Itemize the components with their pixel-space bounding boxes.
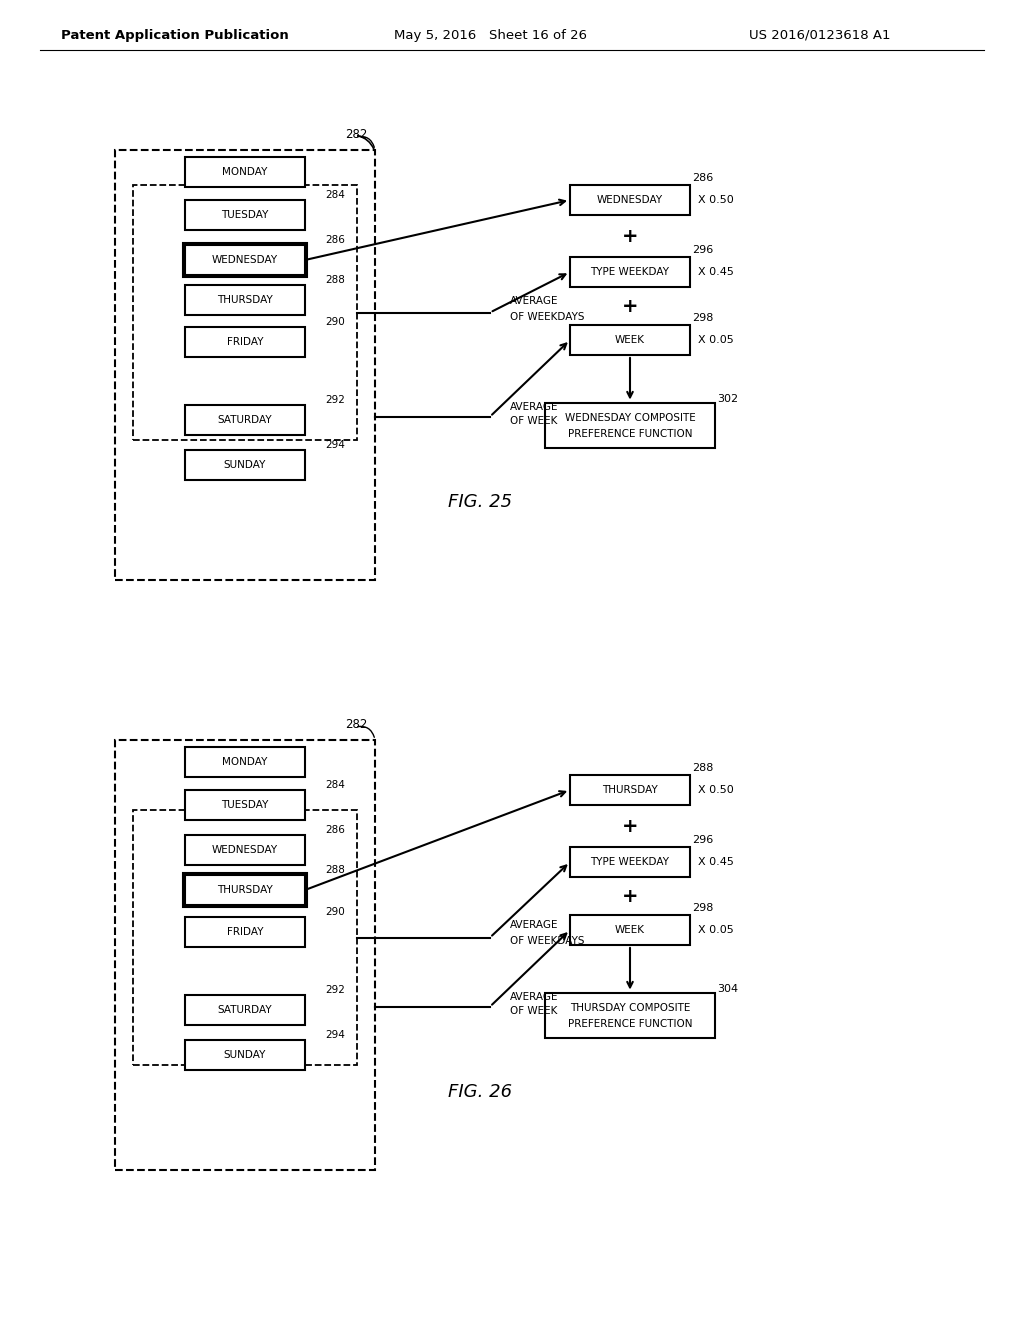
FancyBboxPatch shape	[183, 873, 307, 907]
Text: PREFERENCE FUNCTION: PREFERENCE FUNCTION	[567, 429, 692, 440]
Text: 288: 288	[325, 865, 345, 875]
FancyBboxPatch shape	[570, 847, 690, 876]
Text: +: +	[622, 887, 638, 906]
Text: Patent Application Publication: Patent Application Publication	[61, 29, 289, 41]
FancyBboxPatch shape	[545, 403, 715, 447]
Text: FIG. 26: FIG. 26	[447, 1082, 512, 1101]
FancyBboxPatch shape	[183, 243, 307, 277]
Text: 304: 304	[717, 985, 738, 994]
FancyBboxPatch shape	[570, 775, 690, 805]
Text: THURSDAY: THURSDAY	[602, 785, 657, 795]
Text: 302: 302	[717, 395, 738, 404]
Text: X 0.45: X 0.45	[698, 267, 734, 277]
Text: WEEK: WEEK	[615, 335, 645, 345]
Text: 282: 282	[345, 128, 368, 141]
Text: SATURDAY: SATURDAY	[218, 1005, 272, 1015]
FancyBboxPatch shape	[185, 405, 305, 436]
Text: OF WEEK: OF WEEK	[510, 1006, 557, 1015]
FancyBboxPatch shape	[185, 327, 305, 356]
FancyBboxPatch shape	[185, 747, 305, 777]
Text: AVERAGE: AVERAGE	[510, 920, 558, 931]
FancyBboxPatch shape	[185, 157, 305, 187]
FancyBboxPatch shape	[185, 450, 305, 480]
Text: 294: 294	[325, 1030, 345, 1040]
Text: X 0.05: X 0.05	[698, 925, 734, 935]
FancyBboxPatch shape	[185, 285, 305, 315]
FancyBboxPatch shape	[185, 789, 305, 820]
Text: WEDNESDAY COMPOSITE: WEDNESDAY COMPOSITE	[564, 413, 695, 422]
Text: PREFERENCE FUNCTION: PREFERENCE FUNCTION	[567, 1019, 692, 1030]
FancyBboxPatch shape	[570, 257, 690, 286]
Text: OF WEEKDAYS: OF WEEKDAYS	[510, 312, 585, 322]
Text: THURSDAY COMPOSITE: THURSDAY COMPOSITE	[569, 1003, 690, 1012]
Text: AVERAGE: AVERAGE	[510, 991, 558, 1002]
Text: FRIDAY: FRIDAY	[226, 337, 263, 347]
FancyBboxPatch shape	[185, 246, 305, 275]
Text: 286: 286	[692, 173, 714, 183]
Text: THURSDAY: THURSDAY	[217, 884, 272, 895]
Text: May 5, 2016   Sheet 16 of 26: May 5, 2016 Sheet 16 of 26	[393, 29, 587, 41]
Text: 284: 284	[325, 190, 345, 201]
Text: 298: 298	[692, 313, 714, 323]
Text: 296: 296	[692, 246, 714, 255]
Text: MONDAY: MONDAY	[222, 756, 267, 767]
Text: X 0.45: X 0.45	[698, 857, 734, 867]
Text: SUNDAY: SUNDAY	[224, 459, 266, 470]
Text: 290: 290	[325, 317, 345, 327]
Text: TYPE WEEKDAY: TYPE WEEKDAY	[591, 857, 670, 867]
Text: FIG. 25: FIG. 25	[447, 492, 512, 511]
Text: SATURDAY: SATURDAY	[218, 414, 272, 425]
Text: MONDAY: MONDAY	[222, 168, 267, 177]
Text: AVERAGE: AVERAGE	[510, 401, 558, 412]
Text: +: +	[622, 817, 638, 836]
FancyBboxPatch shape	[570, 915, 690, 945]
Text: 292: 292	[325, 395, 345, 405]
Text: +: +	[622, 227, 638, 246]
FancyBboxPatch shape	[570, 185, 690, 215]
FancyBboxPatch shape	[185, 875, 305, 906]
Text: 288: 288	[692, 763, 714, 774]
Text: 286: 286	[325, 235, 345, 246]
Text: US 2016/0123618 A1: US 2016/0123618 A1	[750, 29, 891, 41]
Text: THURSDAY: THURSDAY	[217, 294, 272, 305]
Text: 288: 288	[325, 275, 345, 285]
FancyBboxPatch shape	[185, 1040, 305, 1071]
FancyBboxPatch shape	[115, 741, 375, 1170]
Text: TUESDAY: TUESDAY	[221, 800, 268, 810]
FancyBboxPatch shape	[185, 201, 305, 230]
FancyBboxPatch shape	[185, 995, 305, 1026]
Text: WEDNESDAY: WEDNESDAY	[212, 255, 279, 265]
Text: 286: 286	[325, 825, 345, 836]
Text: 284: 284	[325, 780, 345, 789]
Text: SUNDAY: SUNDAY	[224, 1049, 266, 1060]
Text: OF WEEKDAYS: OF WEEKDAYS	[510, 936, 585, 946]
Text: X 0.50: X 0.50	[698, 785, 734, 795]
Text: 282: 282	[345, 718, 368, 731]
Text: X 0.05: X 0.05	[698, 335, 734, 345]
FancyBboxPatch shape	[133, 185, 357, 440]
FancyBboxPatch shape	[115, 150, 375, 579]
Text: AVERAGE: AVERAGE	[510, 296, 558, 305]
Text: WEDNESDAY: WEDNESDAY	[212, 845, 279, 855]
FancyBboxPatch shape	[185, 836, 305, 865]
Text: OF WEEK: OF WEEK	[510, 416, 557, 425]
Text: WEEK: WEEK	[615, 925, 645, 935]
Text: 290: 290	[325, 907, 345, 917]
Text: WEDNESDAY: WEDNESDAY	[597, 195, 664, 205]
FancyBboxPatch shape	[545, 993, 715, 1038]
Text: 292: 292	[325, 985, 345, 995]
Text: TYPE WEEKDAY: TYPE WEEKDAY	[591, 267, 670, 277]
FancyBboxPatch shape	[570, 325, 690, 355]
Text: +: +	[622, 297, 638, 315]
Text: FRIDAY: FRIDAY	[226, 927, 263, 937]
Text: 296: 296	[692, 836, 714, 845]
FancyBboxPatch shape	[185, 917, 305, 946]
Text: 294: 294	[325, 440, 345, 450]
Text: 298: 298	[692, 903, 714, 913]
Text: TUESDAY: TUESDAY	[221, 210, 268, 220]
Text: X 0.50: X 0.50	[698, 195, 734, 205]
FancyBboxPatch shape	[133, 810, 357, 1065]
